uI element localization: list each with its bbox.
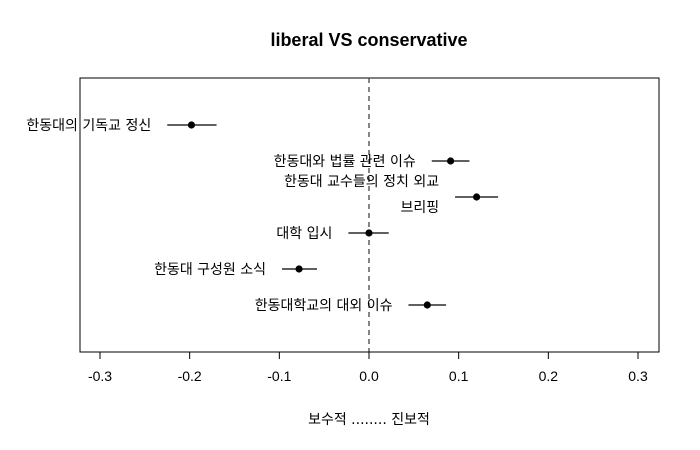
x-tick-label: 0.2 (539, 368, 559, 384)
category-label: 브리핑 (400, 200, 439, 216)
x-axis: -0.3 -0.2 -0.1 0.0 0.1 0.2 0.3 (88, 351, 648, 384)
estimate-point (295, 265, 303, 273)
category-label: 대학 입시 (276, 226, 332, 242)
category-label: 한동대의 기독교 정신 (26, 118, 151, 134)
category-label: 한동대와 법률 관련 이슈 (274, 154, 416, 170)
estimate-point (473, 193, 481, 201)
estimate-point (187, 121, 196, 129)
x-tick-label: 0.3 (628, 368, 648, 384)
x-tick-label: -0.3 (88, 368, 112, 384)
chart-title: liberal VS conservative (270, 30, 467, 50)
x-tick-label: 0.0 (359, 368, 379, 384)
x-tick-label: -0.2 (178, 368, 202, 384)
estimate-point (446, 157, 455, 165)
category-label: 한동대학교의 대외 이슈 (255, 298, 393, 314)
x-tick-label: -0.1 (267, 368, 291, 384)
x-axis-label: 보수적 ........ 진보적 (308, 412, 430, 428)
x-tick-label: 0.1 (449, 368, 469, 384)
estimate-point (365, 229, 373, 237)
estimates-layer (167, 121, 499, 309)
category-label: 한동대 교수들의 정치 외교 (284, 174, 439, 190)
category-label: 한동대 구성원 소식 (154, 262, 266, 278)
estimate-point (423, 301, 431, 309)
